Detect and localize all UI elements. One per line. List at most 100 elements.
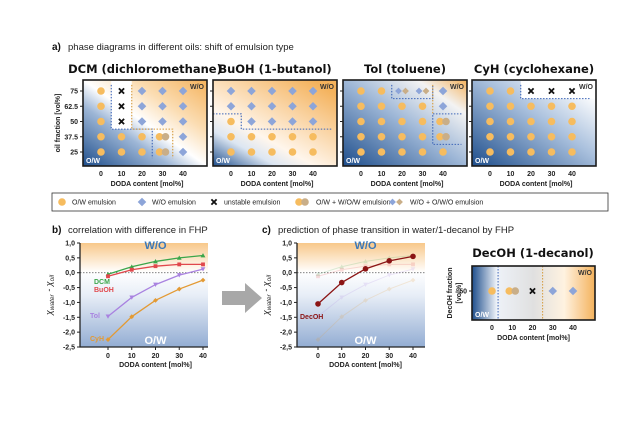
ow-emulsion-marker [488, 287, 496, 295]
ow-emulsion-marker [486, 148, 494, 156]
ow-emulsion-marker [377, 87, 386, 95]
ow-emulsion-marker [547, 117, 556, 126]
legend: O/W emulsion W/O emulsion unstable emulsio… [51, 192, 609, 212]
unstable-region [520, 81, 595, 99]
x-tick-label: 40 [179, 171, 187, 178]
wo-emulsion-marker [178, 132, 188, 142]
legend-label: O/W + W/O/W emulsion [316, 200, 391, 207]
y-tick-label: -1,0 [280, 300, 292, 307]
x-tick-label: 0 [106, 353, 110, 360]
x-tick-label: 10 [508, 325, 516, 332]
y-tick-label: -2,0 [280, 330, 292, 337]
legend-item-wo_owo: W/O + O/W/O emulsion [389, 198, 483, 207]
wo-emulsion-marker [137, 117, 147, 126]
panel-b-heading: correlation with difference in FHP [68, 225, 208, 236]
data-point [338, 279, 345, 286]
ow-emulsion-marker [568, 102, 576, 111]
data-point [153, 259, 158, 264]
wo-emulsion-marker [288, 101, 297, 111]
series-buoh: BuOH [94, 262, 205, 294]
ow-emulsion-marker [247, 132, 256, 141]
ow-emulsion-marker [97, 117, 105, 126]
wo-emulsion-marker [308, 86, 318, 96]
data-point [363, 259, 368, 264]
unstable-emulsion-marker [118, 103, 125, 110]
wo-emulsion-marker [158, 117, 167, 126]
ow-emulsion-marker [568, 132, 576, 141]
data-point [315, 271, 321, 277]
ow-emulsion-marker [547, 102, 556, 111]
panel-c-label: c) [262, 225, 271, 236]
wo-emulsion-marker [308, 117, 318, 126]
data-point [315, 314, 321, 319]
ow-emulsion-marker [377, 148, 386, 156]
data-point [363, 282, 368, 287]
y-tick-label: 50 [70, 119, 78, 126]
wo-emulsion-marker [178, 86, 188, 96]
ow-emulsion-marker [527, 148, 535, 156]
data-point [200, 253, 206, 258]
y-tick-label: 0,0 [65, 270, 75, 277]
legend-item-unstable: unstable emulsion [210, 198, 281, 207]
plot-background [80, 243, 208, 347]
legend-item-wo: W/O emulsion [137, 197, 196, 207]
y-tick-label: 50 [459, 289, 467, 296]
wo-emulsion-marker [226, 86, 236, 96]
ow-emulsion-marker [568, 148, 576, 156]
wo-region-label: W/O [145, 240, 167, 252]
legend-label: unstable emulsion [224, 200, 281, 207]
decoh-ylabel-1: DecOH fraction [447, 268, 454, 319]
wo-emulsion-marker [178, 117, 188, 126]
unstable-emulsion-marker [118, 87, 125, 95]
unstable-emulsion-marker [210, 198, 218, 206]
y-axis-label: χwater - χoil [261, 274, 273, 316]
ow-emulsion-marker [227, 117, 235, 126]
ow-emulsion-marker [138, 148, 146, 156]
series-cyh: CyH [90, 277, 206, 343]
ow-emulsion-marker [486, 102, 494, 111]
data-point [129, 264, 135, 269]
x-tick-label: 10 [118, 171, 126, 178]
series-label: DCM [94, 279, 110, 286]
wo-emulsion-marker [438, 86, 448, 96]
data-point [177, 262, 182, 267]
phase-diagram-dcm: DCM (dichloromethane) O/W W/O 75 62.5 50 37.5 2… [64, 62, 222, 188]
x-axis-label: DODA content [mol%] [111, 181, 184, 188]
data-point [153, 297, 158, 303]
ow-region-label: O/W [216, 158, 230, 165]
ow-wow-emulsion-marker [505, 287, 514, 295]
ow-wow-emulsion-marker [161, 132, 170, 141]
y-axis-label: χwater - χoil [44, 274, 56, 316]
x-tick-label: 10 [378, 171, 386, 178]
ow-emulsion-marker [506, 117, 515, 126]
ow-emulsion-marker [506, 148, 515, 156]
x-tick-label: 40 [439, 171, 447, 178]
wo-emulsion-marker [288, 86, 297, 96]
data-point [339, 314, 345, 320]
ow-region-label: O/W [145, 335, 168, 347]
data-point [410, 277, 416, 283]
phase-diagram-title: DCM (dichloromethane) [68, 62, 222, 76]
data-point [411, 262, 415, 267]
ow-region-label: O/W [475, 312, 489, 319]
y-tick-label: 1,0 [65, 241, 75, 248]
ow-emulsion-marker [377, 132, 386, 141]
x-tick-label: 20 [398, 171, 406, 178]
x-tick-label: 30 [175, 353, 183, 360]
wo-emulsion-marker [438, 101, 448, 111]
x-tick-label: 10 [248, 171, 256, 178]
y-tick-label: 1,0 [282, 241, 292, 248]
x-axis-label: DODA content [mol%] [500, 181, 573, 188]
x-tick-label: 20 [362, 353, 370, 360]
y-tick-label: -2,0 [63, 330, 75, 337]
y-tick-label: 75 [70, 89, 78, 96]
ow-emulsion-marker [377, 102, 386, 111]
ow-emulsion-marker [97, 87, 105, 95]
wo-emulsion-marker [568, 286, 578, 296]
ow-wow-emulsion-marker [442, 117, 450, 126]
ow-emulsion-marker [357, 87, 365, 95]
ow-emulsion-marker [357, 132, 365, 141]
series-tol [315, 267, 416, 319]
data-point [106, 274, 110, 279]
ow-emulsion-marker [117, 148, 126, 156]
